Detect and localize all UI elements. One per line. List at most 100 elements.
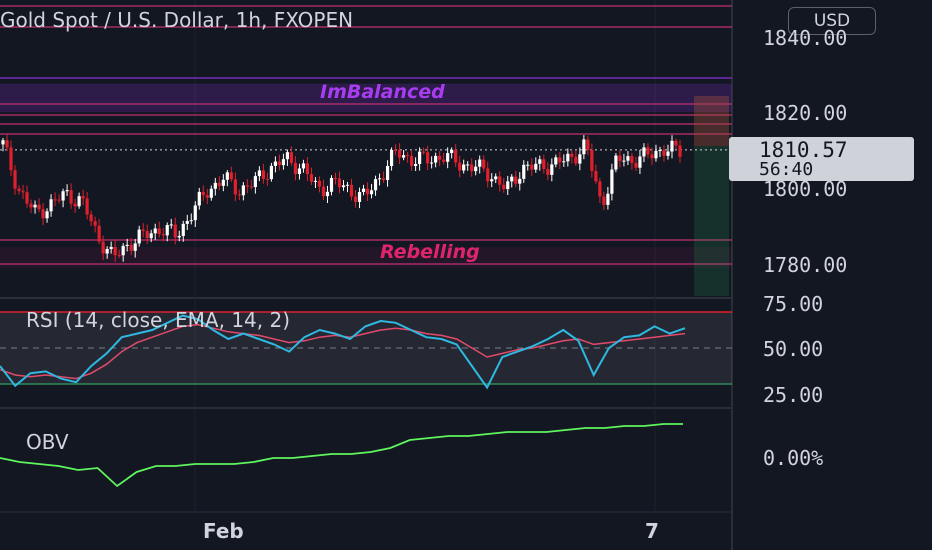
- candle-body: [377, 178, 382, 180]
- bar-countdown: 56:40: [759, 159, 814, 180]
- candle-body: [309, 174, 314, 182]
- candle-body: [193, 205, 197, 221]
- candle-body: [410, 156, 414, 166]
- candle-body: [277, 161, 282, 166]
- candle-body: [678, 145, 682, 157]
- candle-body: [185, 221, 189, 224]
- candle-body: [526, 164, 530, 166]
- candle-body: [602, 196, 606, 205]
- candle-body: [249, 186, 253, 188]
- candle-body: [5, 140, 9, 148]
- candle-body: [57, 199, 61, 201]
- candle-body: [253, 176, 257, 188]
- candle-body: [369, 190, 374, 195]
- candle-body: [393, 149, 398, 151]
- time-label-7: 7: [645, 519, 659, 543]
- candle-body: [101, 241, 105, 254]
- candle-body: [450, 149, 454, 154]
- rsi-tick: 50.00: [763, 337, 824, 361]
- candle-body: [201, 191, 205, 196]
- candle-body: [189, 220, 193, 222]
- rsi-tick: 75.00: [763, 292, 824, 316]
- candle-body: [265, 178, 269, 180]
- price-tick: 1840.00: [763, 26, 848, 50]
- candle-body: [49, 199, 53, 212]
- position-stop-box: [694, 96, 729, 146]
- candle-body: [502, 184, 506, 190]
- candle-body: [321, 186, 326, 197]
- candle-body: [85, 198, 89, 215]
- candle-body: [105, 248, 109, 254]
- candle-body: [217, 182, 221, 186]
- candle-body: [522, 164, 526, 179]
- candle-body: [558, 157, 562, 163]
- price-tick: 1780.00: [763, 253, 848, 277]
- candle-body: [594, 170, 598, 182]
- candle-body: [173, 224, 177, 238]
- time-label-feb: Feb: [203, 519, 244, 543]
- candle-body: [618, 155, 622, 161]
- candle-body: [454, 149, 458, 163]
- candle-body: [257, 170, 261, 177]
- candle-body: [586, 139, 590, 150]
- candle-body: [89, 214, 93, 222]
- candle-body: [157, 228, 161, 235]
- candle-body: [426, 152, 430, 164]
- rsi-pane: [0, 311, 732, 390]
- candle-body: [1, 140, 5, 145]
- candle-body: [113, 246, 117, 256]
- candle-body: [25, 192, 29, 204]
- candle-body: [590, 149, 594, 171]
- candle-body: [466, 164, 470, 166]
- candle-body: [397, 149, 402, 158]
- candle-body: [554, 157, 558, 165]
- candle-body: [546, 169, 550, 175]
- candle-body: [634, 162, 638, 168]
- candle-body: [133, 243, 137, 251]
- candle-body: [245, 185, 249, 187]
- candle-body: [666, 151, 670, 156]
- rsi-label: RSI (14, close, EMA, 14, 2): [26, 308, 291, 332]
- candle-body: [542, 159, 546, 170]
- candle-body: [225, 172, 229, 180]
- candle-body: [229, 172, 233, 180]
- obv-tick: 0.00%: [763, 446, 824, 470]
- candle-body: [566, 153, 570, 162]
- candle-body: [21, 191, 25, 193]
- candle-body: [434, 155, 438, 163]
- candle-body: [381, 178, 386, 180]
- candle-body: [241, 185, 245, 196]
- candle-body: [177, 235, 181, 238]
- candle-body: [446, 153, 450, 162]
- obv-pane: [0, 423, 683, 488]
- candle-body: [9, 147, 13, 171]
- chart-title: Gold Spot / U.S. Dollar, 1h, FXOPEN: [0, 8, 354, 32]
- candle-body: [13, 170, 17, 189]
- candle-body: [269, 165, 273, 180]
- candle-body: [630, 156, 634, 163]
- candle-body: [341, 185, 346, 188]
- candle-body: [670, 140, 674, 152]
- candle-body: [293, 162, 298, 175]
- candle-body: [53, 199, 57, 201]
- candle-body: [510, 176, 514, 182]
- candle-body: [305, 163, 310, 175]
- candle-body: [289, 152, 294, 163]
- candle-body: [125, 244, 129, 246]
- candle-body: [530, 164, 534, 170]
- candle-body: [658, 150, 662, 152]
- zone-lines: [0, 5, 732, 296]
- price-tick: 1800.00: [763, 177, 848, 201]
- candle-body: [165, 225, 169, 236]
- candle-body: [17, 188, 21, 192]
- candle-body: [313, 180, 318, 182]
- candle-body: [438, 155, 442, 160]
- candle-body: [37, 204, 41, 210]
- price-tick: 1820.00: [763, 101, 848, 125]
- candle-body: [373, 179, 378, 191]
- candle-body: [325, 191, 330, 197]
- currency-button[interactable]: USD: [788, 7, 876, 35]
- candle-body: [33, 204, 37, 208]
- candle-body: [97, 225, 101, 242]
